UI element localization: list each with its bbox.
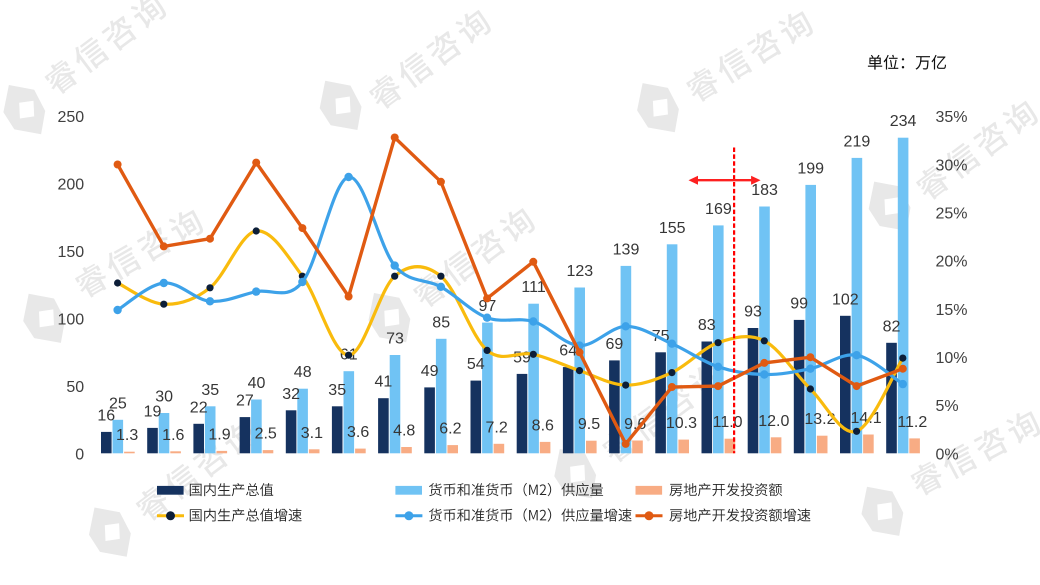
svg-text:169: 169 [705,201,732,218]
svg-text:0: 0 [75,446,84,463]
svg-text:73: 73 [386,331,404,348]
svg-text:20%: 20% [936,254,968,271]
svg-text:11.0: 11.0 [713,414,743,431]
svg-text:4.8: 4.8 [393,423,415,440]
svg-text:59: 59 [513,349,531,366]
svg-text:5%: 5% [936,398,959,415]
svg-text:199: 199 [797,160,824,177]
svg-text:11.2: 11.2 [897,414,927,431]
svg-text:40: 40 [248,375,266,392]
svg-text:22: 22 [190,399,208,416]
svg-text:25%: 25% [936,205,968,222]
svg-text:3.1: 3.1 [301,425,323,442]
svg-text:9.5: 9.5 [578,416,600,433]
svg-text:1.6: 1.6 [162,427,184,444]
svg-text:155: 155 [659,220,686,237]
svg-text:6.2: 6.2 [439,421,461,438]
svg-text:139: 139 [613,241,640,258]
svg-text:82: 82 [883,318,901,335]
svg-text:32: 32 [282,386,300,403]
svg-text:150: 150 [57,244,84,261]
svg-text:93: 93 [744,304,762,321]
svg-text:25: 25 [109,395,127,412]
svg-text:83: 83 [698,317,716,334]
svg-text:16: 16 [97,407,115,424]
svg-text:0%: 0% [936,446,959,463]
svg-text:123: 123 [566,263,593,280]
svg-text:41: 41 [375,374,393,391]
svg-text:54: 54 [467,356,485,373]
svg-text:100: 100 [57,311,84,328]
svg-text:48: 48 [294,364,312,381]
svg-text:27: 27 [236,393,254,410]
svg-text:7.2: 7.2 [485,419,507,436]
svg-text:10%: 10% [936,350,968,367]
svg-text:3.6: 3.6 [347,424,369,441]
svg-text:64: 64 [559,343,577,360]
svg-text:35: 35 [328,382,346,399]
svg-text:2.5: 2.5 [255,426,277,443]
svg-text:15%: 15% [936,302,968,319]
svg-text:1.3: 1.3 [116,427,138,444]
svg-text:10.3: 10.3 [666,415,697,432]
svg-text:35: 35 [201,382,219,399]
svg-text:219: 219 [844,133,871,150]
svg-text:49: 49 [421,363,439,380]
svg-text:30: 30 [155,389,173,406]
svg-text:111: 111 [521,279,545,296]
svg-text:69: 69 [606,336,624,353]
svg-text:97: 97 [479,298,497,315]
svg-text:102: 102 [832,291,859,308]
svg-text:19: 19 [144,403,162,420]
svg-text:234: 234 [890,113,917,130]
svg-text:12.0: 12.0 [758,413,789,430]
svg-text:1.9: 1.9 [208,426,230,443]
svg-text:13.2: 13.2 [804,411,835,428]
svg-text:200: 200 [57,176,84,193]
svg-text:50: 50 [66,379,84,396]
svg-text:30%: 30% [936,157,968,174]
svg-text:8.6: 8.6 [532,417,554,434]
svg-text:35%: 35% [936,109,968,126]
svg-text:250: 250 [57,109,84,126]
svg-text:85: 85 [432,314,450,331]
svg-text:183: 183 [751,182,778,199]
svg-text:9.6: 9.6 [624,416,646,433]
svg-text:99: 99 [790,295,808,312]
